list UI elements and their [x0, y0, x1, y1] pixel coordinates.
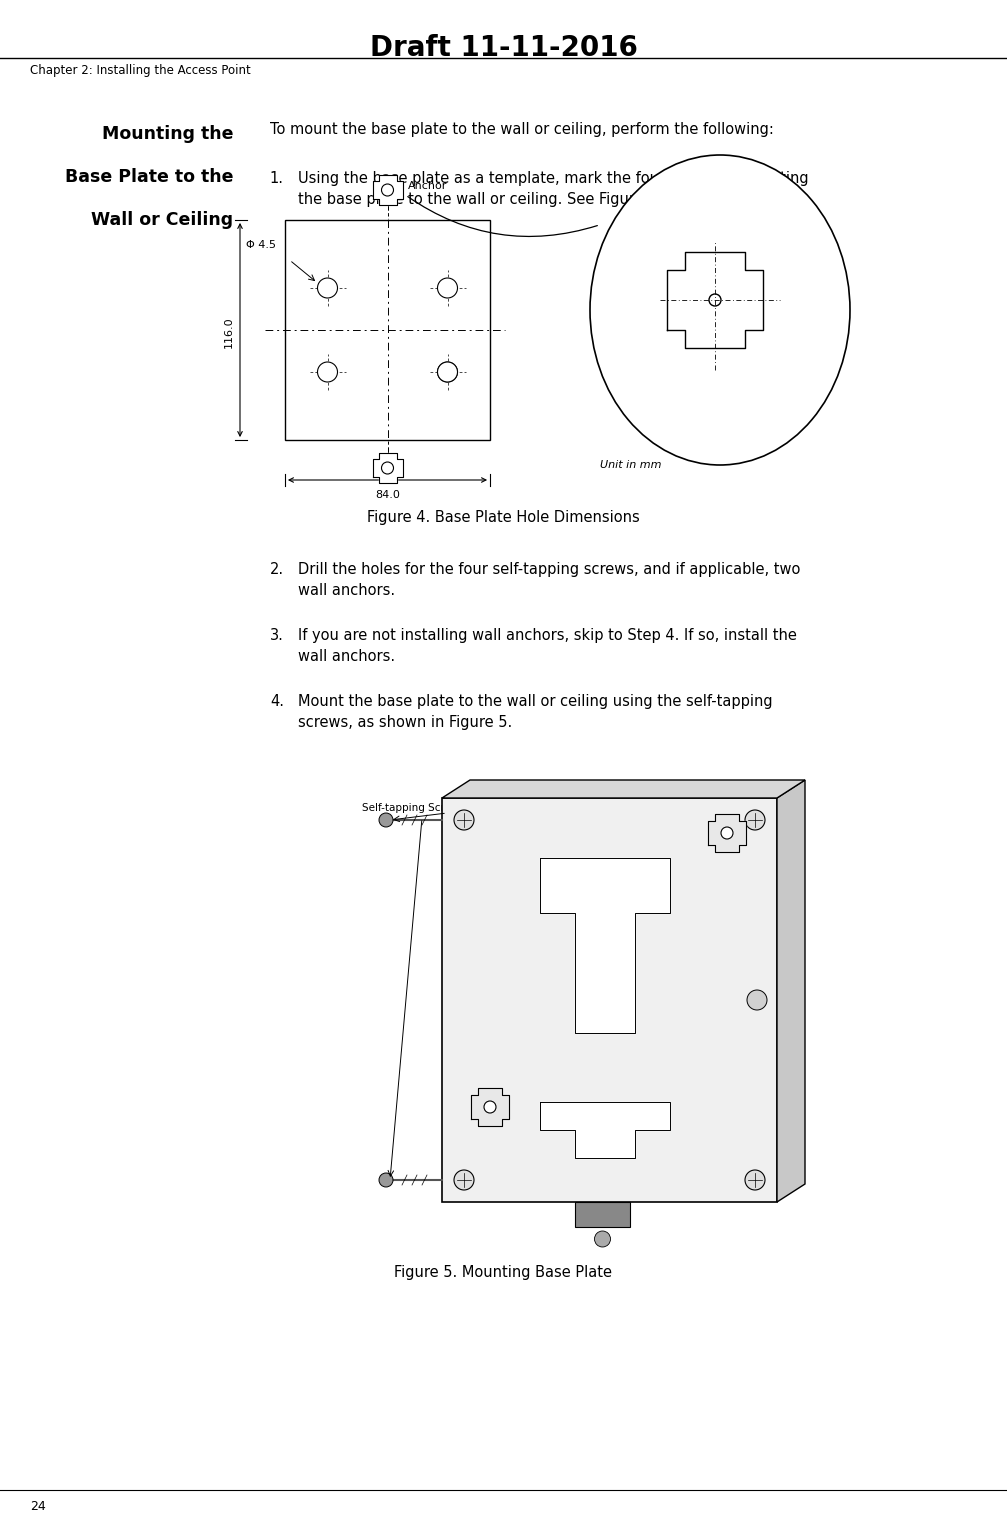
Polygon shape	[777, 780, 805, 1203]
Text: Self-tapping Screw: Self-tapping Screw	[362, 803, 459, 812]
Circle shape	[379, 812, 393, 828]
Circle shape	[317, 278, 337, 298]
Text: 7.5: 7.5	[725, 366, 740, 375]
Ellipse shape	[590, 155, 850, 465]
Text: To mount the base plate to the wall or ceiling, perform the following:: To mount the base plate to the wall or c…	[270, 122, 773, 138]
Polygon shape	[540, 858, 670, 1033]
Text: Drill the holes for the four self-tapping screws, and if applicable, two
wall an: Drill the holes for the four self-tappin…	[298, 562, 801, 598]
Text: 24: 24	[30, 1499, 46, 1513]
Circle shape	[437, 363, 457, 382]
Circle shape	[382, 184, 394, 196]
Text: Mounting the: Mounting the	[102, 125, 234, 144]
Text: Mount the base plate to the wall or ceiling using the self-tapping
screws, as sh: Mount the base plate to the wall or ceil…	[298, 695, 772, 730]
Circle shape	[382, 462, 394, 474]
Text: 3.: 3.	[270, 627, 284, 643]
Circle shape	[747, 990, 767, 1010]
Text: 2.: 2.	[270, 562, 284, 577]
Text: 116.0: 116.0	[224, 317, 234, 347]
Polygon shape	[442, 780, 805, 799]
Text: Anchor: Anchor	[408, 181, 447, 191]
Text: Figure 5. Mounting Base Plate: Figure 5. Mounting Base Plate	[395, 1265, 612, 1281]
Text: Wall or Ceiling: Wall or Ceiling	[92, 211, 234, 230]
Bar	[442, 799, 777, 1203]
Polygon shape	[708, 814, 746, 852]
Text: Base Plate to the: Base Plate to the	[65, 168, 234, 187]
Text: Φ 4.5: Φ 4.5	[246, 240, 276, 249]
Circle shape	[594, 1232, 610, 1247]
Text: Figure 4. Base Plate Hole Dimensions: Figure 4. Base Plate Hole Dimensions	[368, 509, 639, 525]
Text: 1.: 1.	[270, 171, 284, 187]
Text: Φ9.5: Φ9.5	[660, 366, 683, 375]
Text: 4.5: 4.5	[707, 230, 723, 239]
Text: Draft 11-11-2016: Draft 11-11-2016	[370, 34, 637, 61]
Polygon shape	[667, 252, 763, 347]
Circle shape	[379, 1174, 393, 1187]
Text: Using the base plate as a template, mark the four holes for mounting
the base pl: Using the base plate as a template, mark…	[298, 171, 812, 208]
Text: Chapter 2: Installing the Access Point: Chapter 2: Installing the Access Point	[30, 64, 251, 76]
Circle shape	[437, 363, 457, 382]
Circle shape	[484, 1102, 496, 1112]
Text: 84.0: 84.0	[375, 490, 400, 500]
Polygon shape	[373, 453, 403, 483]
Bar	[575, 1203, 630, 1227]
Text: 4.: 4.	[270, 695, 284, 708]
Polygon shape	[471, 1088, 509, 1126]
Text: 4.5: 4.5	[824, 248, 834, 263]
Circle shape	[721, 828, 733, 838]
Text: 7.5: 7.5	[809, 291, 819, 306]
Circle shape	[745, 1170, 765, 1190]
Bar	[285, 220, 490, 441]
Text: Unit in mm: Unit in mm	[600, 461, 662, 470]
Circle shape	[454, 1170, 474, 1190]
Circle shape	[709, 294, 721, 306]
Circle shape	[317, 363, 337, 382]
Polygon shape	[373, 174, 403, 205]
Polygon shape	[540, 1102, 670, 1158]
Circle shape	[437, 278, 457, 298]
Circle shape	[454, 809, 474, 829]
Text: If you are not installing wall anchors, skip to Step 4. If so, install the
wall : If you are not installing wall anchors, …	[298, 627, 797, 664]
Circle shape	[745, 809, 765, 829]
